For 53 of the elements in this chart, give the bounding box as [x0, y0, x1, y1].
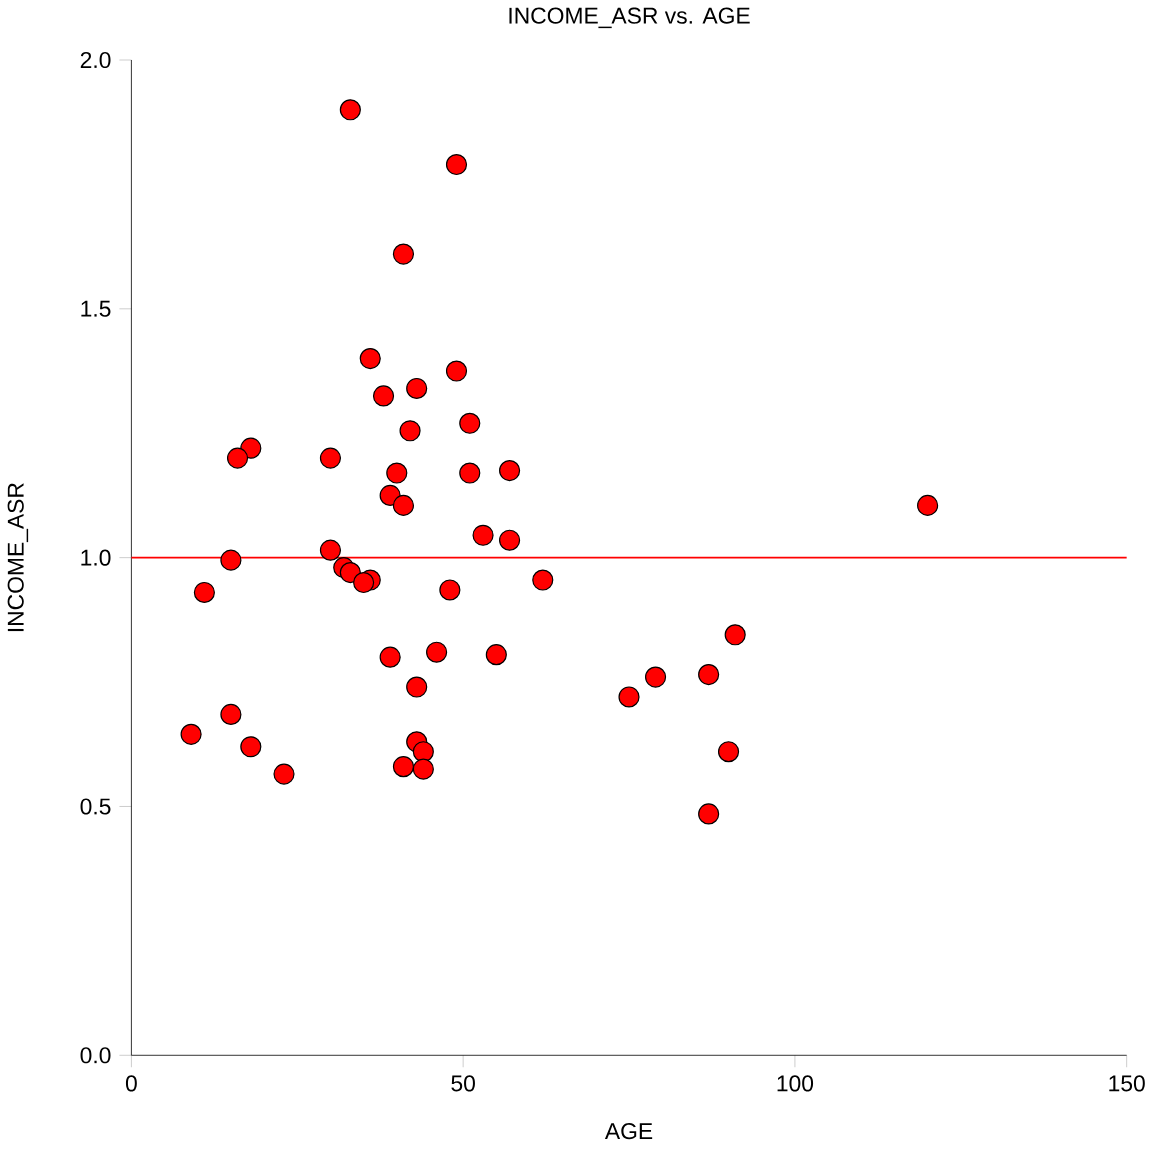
point — [618, 686, 640, 708]
y-tick-label: 0.5 — [80, 798, 111, 815]
y-tick-label: 2.0 — [81, 51, 111, 69]
point — [386, 462, 408, 484]
point — [645, 666, 667, 688]
point — [698, 803, 720, 825]
point — [698, 664, 720, 686]
x-tick-label: 50 — [451, 1075, 476, 1092]
point — [393, 494, 415, 516]
point — [532, 569, 554, 591]
x-axis-title: AGE — [605, 1123, 653, 1140]
point — [379, 646, 401, 668]
point — [180, 723, 202, 745]
point — [406, 377, 428, 400]
point — [472, 524, 494, 546]
point — [406, 676, 428, 698]
y-axis-title: INCOME_ASR — [7, 483, 29, 632]
point — [393, 756, 415, 778]
point — [459, 412, 481, 434]
point — [439, 579, 461, 601]
point — [240, 736, 262, 758]
x-tick-label: 100 — [777, 1075, 814, 1092]
point — [426, 641, 448, 663]
point — [393, 243, 415, 265]
point — [220, 703, 242, 725]
point — [220, 549, 242, 571]
point — [359, 348, 382, 370]
point — [320, 447, 342, 469]
chart-title: INCOME_ASR vs. AGE — [509, 7, 750, 29]
x-tick-label: 150 — [1109, 1075, 1146, 1092]
point — [373, 385, 395, 407]
point — [320, 539, 342, 561]
point — [339, 99, 362, 121]
point — [446, 153, 468, 176]
point — [412, 758, 435, 780]
point — [917, 494, 939, 516]
point — [194, 581, 216, 604]
point — [412, 741, 435, 763]
point — [485, 644, 508, 666]
point — [227, 447, 249, 469]
point — [399, 420, 421, 442]
point — [499, 529, 521, 551]
y-tick-label: 0.0 — [80, 1047, 111, 1064]
point — [718, 741, 740, 763]
point — [499, 459, 521, 482]
point — [459, 462, 481, 484]
point — [724, 624, 746, 646]
y-tick-label: 1.5 — [81, 300, 111, 317]
y-tick-label: 1.0 — [81, 549, 111, 566]
x-tick-label: 0 — [126, 1075, 138, 1092]
point — [273, 763, 295, 785]
point — [353, 571, 375, 594]
point — [446, 360, 468, 382]
